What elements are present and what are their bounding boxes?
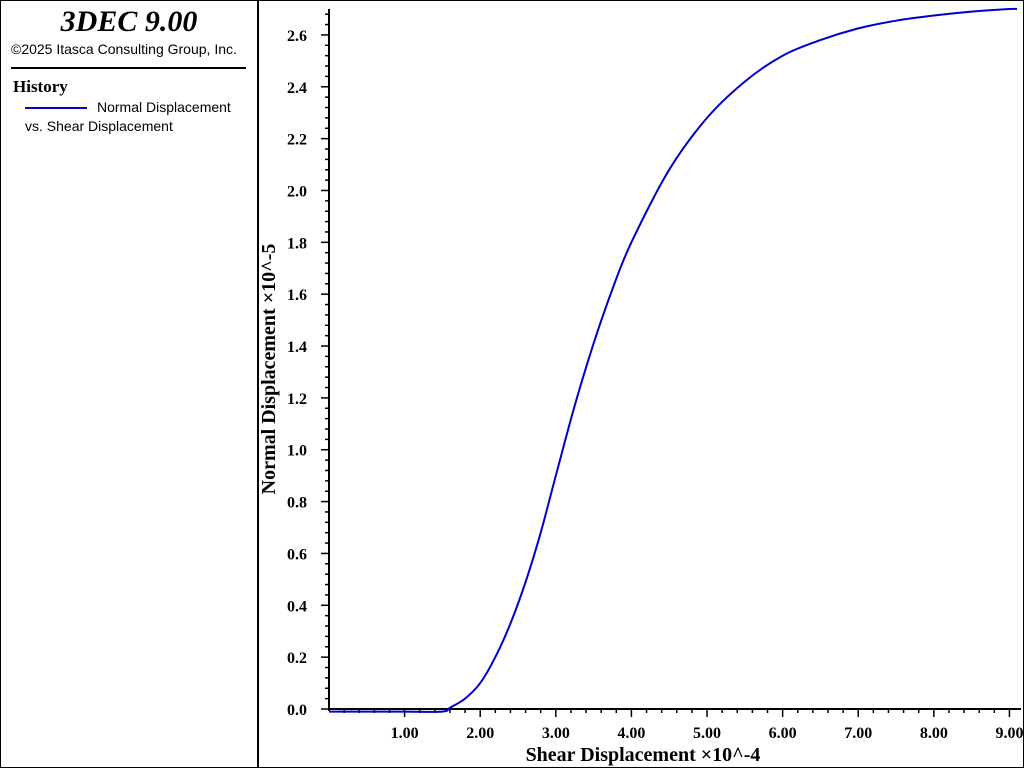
- y-tick-label: 1.0: [287, 443, 307, 460]
- series-line: [328, 7, 1018, 713]
- x-tick-label: 8.00: [920, 725, 948, 742]
- y-tick-label: 0.6: [287, 546, 307, 563]
- history-plot: 0.0 0.2 0.4 0.6 0.8 1.0 1.2 1.4 1.6 1.8 2.0 2.2 2.4 2…: [259, 7, 1023, 766]
- y-tick-label: 0.0: [287, 702, 307, 719]
- y-tick-label: 0.2: [287, 650, 307, 667]
- x-tick-label: 5.00: [693, 725, 721, 742]
- legend-divider: [11, 67, 246, 69]
- axes: [328, 9, 1021, 711]
- y-tick-label: 2.4: [287, 80, 307, 97]
- x-axis-ticks: 1.00 2.00 3.00 4.00 5.00 6.00 7.00 8.00 9.00: [343, 709, 1023, 742]
- y-axis-ticks: 0.0 0.2 0.4 0.6 0.8 1.0 1.2 1.4 1.6 1.8 2.0 2.2 2.4 2…: [287, 13, 329, 719]
- y-tick-label: 1.2: [287, 391, 307, 408]
- y-tick-label: 0.8: [287, 495, 307, 512]
- x-axis-title: Shear Displacement ×10^-4: [526, 744, 761, 766]
- y-tick-label: 2.2: [287, 132, 307, 149]
- y-tick-label: 1.8: [287, 235, 307, 252]
- history-heading: History: [13, 77, 68, 96]
- x-tick-label: 4.00: [617, 725, 645, 742]
- x-tick-label: 2.00: [466, 725, 494, 742]
- y-tick-label: 2.0: [287, 183, 307, 200]
- x-tick-label: 1.00: [391, 725, 419, 742]
- y-tick-label: 0.4: [287, 598, 307, 615]
- x-tick-label: 7.00: [844, 725, 872, 742]
- y-tick-label: 1.4: [287, 339, 307, 356]
- x-tick-label: 9.00: [995, 725, 1023, 742]
- x-tick-label: 6.00: [769, 725, 797, 742]
- y-tick-label: 1.6: [287, 287, 307, 304]
- legend-label-line1: Normal Displacement: [97, 99, 231, 115]
- legend-line-swatch: [25, 107, 87, 109]
- x-tick-label: 3.00: [542, 725, 570, 742]
- legend-panel: 3DEC 9.00 ©2025 Itasca Consulting Group,…: [1, 1, 259, 767]
- copyright-text: ©2025 Itasca Consulting Group, Inc.: [11, 41, 237, 57]
- legend-label-line2: vs. Shear Displacement: [25, 118, 173, 134]
- series-group: [328, 7, 1018, 713]
- app-title: 3DEC 9.00: [60, 5, 198, 38]
- y-axis-title: Normal Displacement ×10^-5: [259, 244, 280, 495]
- y-tick-label: 2.6: [287, 28, 307, 45]
